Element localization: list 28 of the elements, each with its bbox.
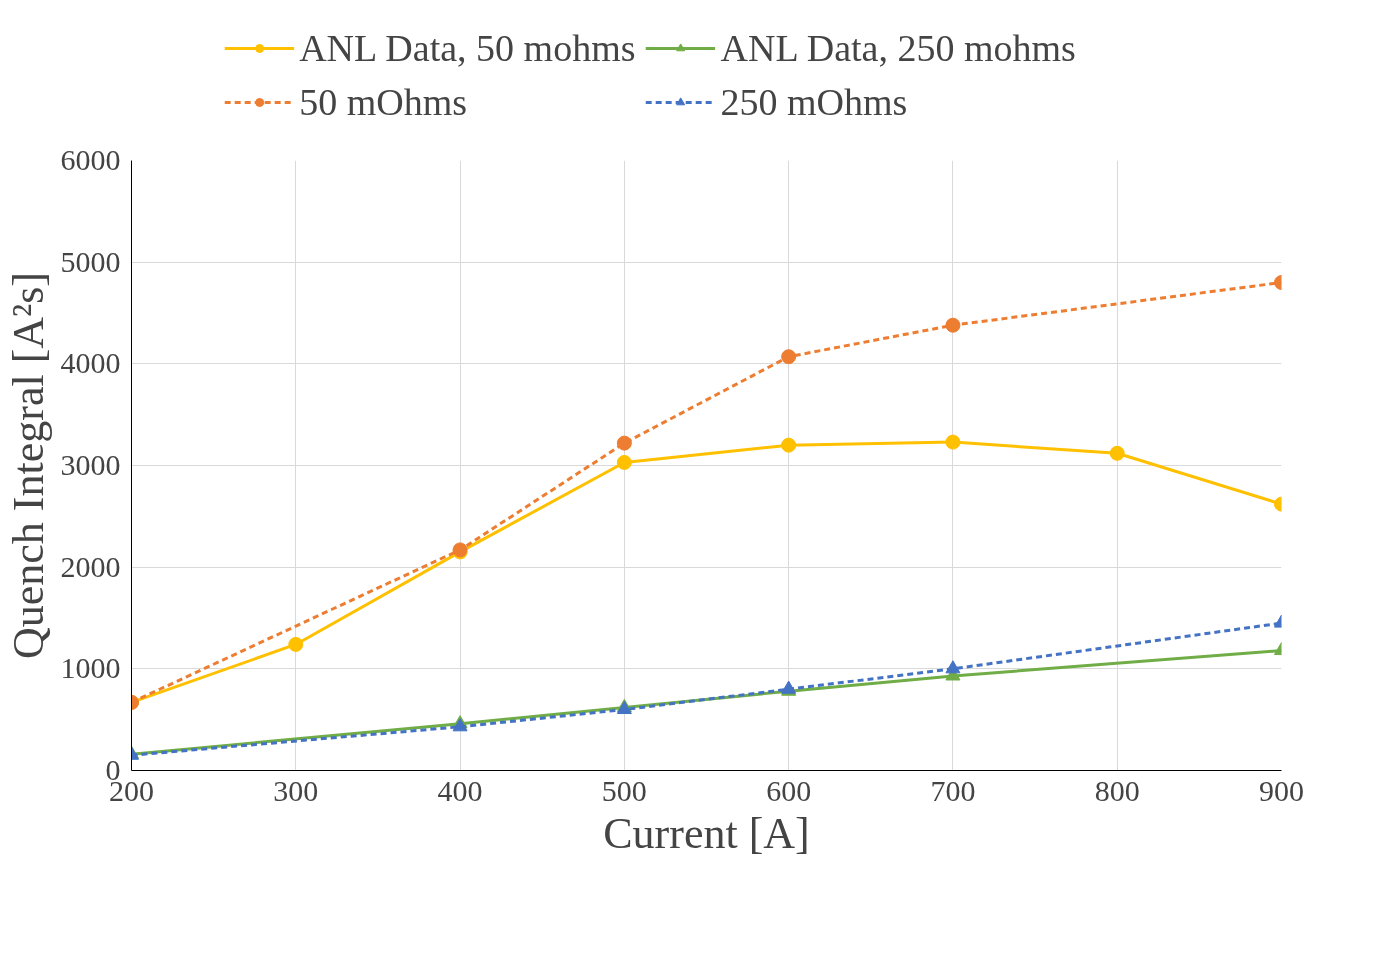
x-tick-label: 700 (930, 773, 976, 807)
point (945, 660, 961, 674)
point (288, 636, 304, 652)
y-tick-label: 3000 (60, 448, 121, 481)
point (781, 437, 797, 453)
legend-label: ANL Data, 250 mohms (720, 26, 1076, 70)
point (945, 434, 961, 450)
y-tick-label: 5000 (60, 244, 121, 278)
y-tick-label: 4000 (60, 346, 121, 380)
legend-label: 250 mOhms (720, 80, 908, 124)
x-tick-label: 900 (1259, 773, 1304, 807)
y-tick-label: 6000 (60, 143, 121, 176)
point (945, 317, 961, 333)
legend-label: ANL Data, 50 mohms (299, 26, 636, 70)
x-tick-label: 500 (601, 773, 647, 807)
y-tick-label: 1000 (60, 651, 121, 685)
x-tick-label: 600 (766, 773, 812, 807)
legend-label: 50 mOhms (299, 80, 468, 124)
x-axis-title: Current [A] (603, 808, 810, 858)
y-axis-title: Quench Integral [A²s] (3, 271, 53, 660)
x-tick-label: 800 (1094, 773, 1140, 807)
point (616, 454, 632, 470)
x-tick-label: 300 (273, 773, 319, 807)
y-tick-label: 2000 (60, 549, 121, 583)
point (781, 349, 797, 365)
point (616, 435, 632, 451)
x-tick-label: 400 (437, 773, 483, 807)
point (1109, 445, 1125, 461)
